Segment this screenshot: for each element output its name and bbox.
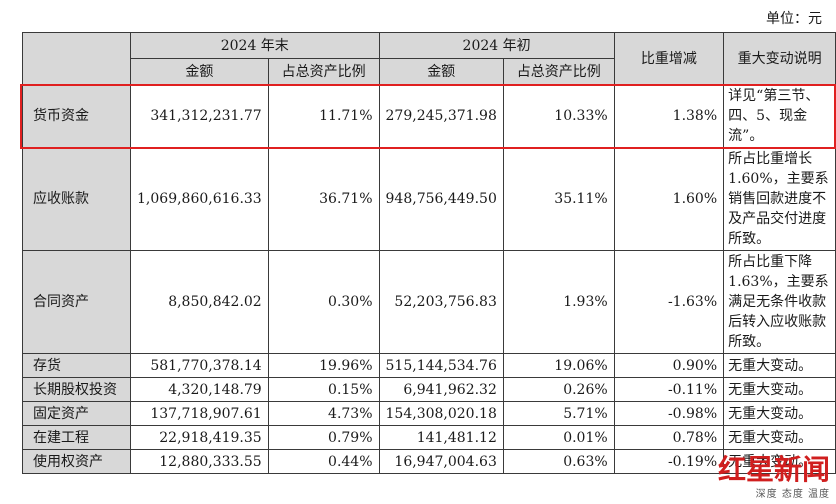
start-amount: 154,308,020.18 [378,401,504,426]
table-row: 固定资产 137,718,907.61 4.73% 154,308,020.18… [21,401,836,426]
table-row: 长期股权投资 4,320,148.79 0.15% 6,941,962.32 0… [21,377,836,402]
header-note: 重大变动说明 [723,32,836,85]
ratio-change: 1.38% [613,84,725,148]
start-ratio: 35.11% [502,147,615,251]
start-amount: 279,245,371.98 [378,84,504,148]
end-amount: 12,880,333.55 [130,449,269,474]
header-end-ratio: 占总资产比例 [267,58,380,85]
row-name: 使用权资产 [21,449,132,474]
header-period-start: 2024 年初 [378,32,615,59]
end-amount: 137,718,907.61 [130,401,269,426]
row-name: 长期股权投资 [21,377,132,402]
end-ratio: 0.30% [267,250,380,354]
end-ratio: 19.96% [267,353,380,378]
watermark-main-text: 红星新闻 [717,453,830,486]
row-name: 固定资产 [21,401,132,426]
end-amount: 1,069,860,616.33 [130,147,269,251]
start-amount: 141,481.12 [378,425,504,450]
table-row: 货币资金 341,312,231.77 11.71% 279,245,371.9… [21,84,836,148]
table-row: 使用权资产 12,880,333.55 0.44% 16,947,004.63 … [21,449,836,474]
row-name: 存货 [21,353,132,378]
start-ratio: 1.93% [502,250,615,354]
change-note: 所占比重增长1.60%，主要系销售回款进度不及产品交付进度所致。 [723,147,836,251]
table-row: 合同资产 8,850,842.02 0.30% 52,203,756.83 1.… [21,250,836,354]
change-note: 详见“第三节、四、5、现金流”。 [723,84,836,148]
change-note: 无重大变动。 [723,401,836,426]
start-ratio: 5.71% [502,401,615,426]
change-note: 所占比重下降1.63%，主要系满足无条件收款后转入应收账款所致。 [723,250,836,354]
unit-label: 单位：元 [766,11,822,27]
end-ratio: 36.71% [267,147,380,251]
balance-sheet-table: 2024 年末 2024 年初 比重增减 重大变动说明 金额 占总资产比例 金额… [21,32,836,474]
start-ratio: 0.63% [502,449,615,474]
ratio-change: 1.60% [613,147,725,251]
row-name: 在建工程 [21,425,132,450]
header-period-end: 2024 年末 [130,32,380,59]
end-ratio: 0.44% [267,449,380,474]
ratio-change: -0.19% [613,449,725,474]
start-amount: 948,756,449.50 [378,147,504,251]
start-ratio: 0.01% [502,425,615,450]
start-ratio: 0.26% [502,377,615,402]
end-ratio: 4.73% [267,401,380,426]
ratio-change: 0.90% [613,353,725,378]
header-start-ratio: 占总资产比例 [502,58,615,85]
table-row: 在建工程 22,918,419.35 0.79% 141,481.12 0.01… [21,425,836,450]
start-amount: 515,144,534.76 [378,353,504,378]
end-ratio: 11.71% [267,84,380,148]
watermark-logo: 红星新闻 深度 态度 温度 [717,453,830,501]
row-name: 合同资产 [21,250,132,354]
start-amount: 16,947,004.63 [378,449,504,474]
end-amount: 22,918,419.35 [130,425,269,450]
header-end-amount: 金额 [130,58,269,85]
start-ratio: 19.06% [502,353,615,378]
start-ratio: 10.33% [502,84,615,148]
change-note: 无重大变动。 [723,377,836,402]
header-item [21,32,132,85]
ratio-change: -1.63% [613,250,725,354]
ratio-change: -0.98% [613,401,725,426]
change-note: 无重大变动。 [723,353,836,378]
end-amount: 341,312,231.77 [130,84,269,148]
table-row: 存货 581,770,378.14 19.96% 515,144,534.76 … [21,353,836,378]
ratio-change: -0.11% [613,377,725,402]
end-amount: 581,770,378.14 [130,353,269,378]
end-ratio: 0.79% [267,425,380,450]
start-amount: 6,941,962.32 [378,377,504,402]
change-note: 无重大变动。 [723,449,836,474]
header-start-amount: 金额 [378,58,504,85]
row-name: 应收账款 [21,147,132,251]
end-amount: 8,850,842.02 [130,250,269,354]
watermark-slogan: 深度 态度 温度 [755,489,830,500]
end-ratio: 0.15% [267,377,380,402]
row-name: 货币资金 [21,84,132,148]
ratio-change: 0.78% [613,425,725,450]
end-amount: 4,320,148.79 [130,377,269,402]
table-row: 应收账款 1,069,860,616.33 36.71% 948,756,449… [21,147,836,251]
change-note: 无重大变动。 [723,425,836,450]
start-amount: 52,203,756.83 [378,250,504,354]
header-change: 比重增减 [613,32,725,85]
